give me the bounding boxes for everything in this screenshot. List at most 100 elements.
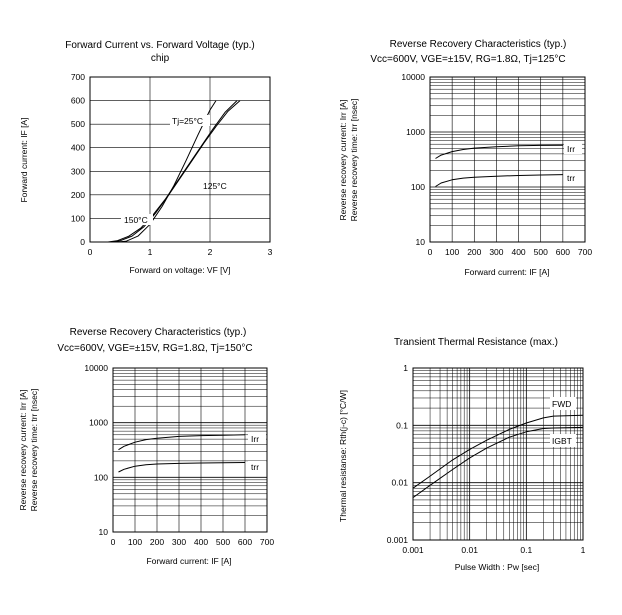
chart-title: Forward Current vs. Forward Voltage (typ… xyxy=(65,40,255,51)
y-axis-label-trr: Reverse recovery time: trr [nsec] xyxy=(29,389,39,512)
y-tick-labels: 10 100 1000 10000 xyxy=(401,72,425,247)
x-tick-label: 0 xyxy=(111,537,116,547)
series-label-25c: Tj=25°C xyxy=(172,116,203,126)
y-tick-label: 300 xyxy=(71,166,85,176)
series-line-irr xyxy=(118,434,246,451)
x-axis-label: Pulse Width : Pw [sec] xyxy=(455,562,540,572)
y-tick-label: 10 xyxy=(99,527,109,537)
series-label-150c: 150°C xyxy=(124,215,148,225)
plot-frame xyxy=(112,367,268,533)
y-tick-label: 1000 xyxy=(406,127,425,137)
y-axis-label: Thermal resistanse: Rth(j-c) [°C/W] xyxy=(338,390,348,522)
series-label-trr: trr xyxy=(567,173,575,183)
y-tick-label: 100 xyxy=(411,182,425,192)
y-tick-label: 0 xyxy=(80,237,85,247)
y-tick-labels: 10 100 1000 10000 xyxy=(84,363,108,537)
grid-lines xyxy=(430,77,585,242)
x-axis-label: Forward current: IF [A] xyxy=(146,556,231,566)
series-line-trr xyxy=(435,174,563,187)
series-lines xyxy=(412,414,584,499)
grid-lines xyxy=(90,77,270,242)
x-tick-labels: 0 1 2 3 xyxy=(88,247,273,257)
x-tick-label: 1 xyxy=(581,545,586,555)
x-tick-label: 100 xyxy=(445,247,459,257)
y-tick-label: 700 xyxy=(71,72,85,82)
series-labels: FWD IGBT xyxy=(550,397,576,447)
label-background xyxy=(550,434,576,447)
y-tick-labels: 0 100 200 300 400 500 600 700 xyxy=(71,72,85,247)
y-tick-label: 0.1 xyxy=(396,420,408,430)
x-tick-label: 600 xyxy=(556,247,570,257)
chart-subtitle: chip xyxy=(151,53,170,64)
label-background xyxy=(564,172,582,183)
x-tick-label: 0 xyxy=(428,247,433,257)
x-tick-label: 500 xyxy=(534,247,548,257)
y-axis-label: Forward current: IF [A] xyxy=(19,117,29,202)
series-line-fwd xyxy=(412,414,584,489)
y-axis-label-irr: Reverse recovery current: Irr [A] xyxy=(18,390,28,511)
x-tick-label: 3 xyxy=(268,247,273,257)
x-tick-label: 400 xyxy=(194,537,208,547)
series-line-igbt xyxy=(412,426,584,499)
x-tick-label: 700 xyxy=(578,247,592,257)
series-labels: Tj=25°C 125°C 150°C xyxy=(121,115,227,225)
plot-frame xyxy=(429,76,586,243)
grid-lines xyxy=(113,368,267,532)
label-background xyxy=(170,115,210,126)
series-lines xyxy=(435,144,563,187)
x-tick-label: 0 xyxy=(88,247,93,257)
x-tick-label: 200 xyxy=(150,537,164,547)
series-label-125c: 125°C xyxy=(203,181,227,191)
plot-frame xyxy=(412,367,584,541)
chart-title: Reverse Recovery Characteristics (typ.) xyxy=(70,327,247,338)
x-tick-labels: 0 100 200 300 400 500 600 700 xyxy=(428,247,593,257)
label-background xyxy=(550,397,576,410)
y-tick-label: 10000 xyxy=(401,72,425,82)
y-tick-label: 0.001 xyxy=(387,535,409,545)
y-tick-label: 600 xyxy=(71,96,85,106)
y-axis-label-trr: Reverse recovery time: trr [nsec] xyxy=(349,99,359,222)
x-tick-label: 400 xyxy=(511,247,525,257)
y-tick-label: 100 xyxy=(71,213,85,223)
y-tick-label: 0.01 xyxy=(391,478,408,488)
x-axis-label: Forward on voltage: VF [V] xyxy=(129,265,230,275)
chart-subtitle: Vcc=600V, VGE=±15V, RG=1.8Ω, Tj=125°C xyxy=(370,54,565,65)
x-tick-label: 500 xyxy=(216,537,230,547)
label-background xyxy=(248,433,266,444)
series-label-fwd: FWD xyxy=(552,399,571,409)
x-tick-label: 0.1 xyxy=(520,545,532,555)
y-tick-label: 1 xyxy=(403,363,408,373)
chart-subtitle: Vcc=600V, VGE=±15V, RG=1.8Ω, Tj=150°C xyxy=(57,343,252,354)
y-tick-labels: 0.001 0.01 0.1 1 xyxy=(387,363,409,545)
x-tick-label: 100 xyxy=(128,537,142,547)
reverse-recovery-125c-chart: Reverse Recovery Characteristics (typ.) … xyxy=(338,39,592,277)
x-tick-label: 1 xyxy=(148,247,153,257)
y-tick-label: 500 xyxy=(71,119,85,129)
forward-characteristics-chart: Forward Current vs. Forward Voltage (typ… xyxy=(19,40,273,275)
y-axis-label-irr: Reverse recovery current: Irr [A] xyxy=(338,100,348,221)
x-tick-label: 200 xyxy=(467,247,481,257)
x-tick-label: 600 xyxy=(238,537,252,547)
series-label-irr: Irr xyxy=(251,434,259,444)
series-label-igbt: IGBT xyxy=(552,436,572,446)
plot-frame xyxy=(89,76,271,243)
reverse-recovery-150c-chart: Reverse Recovery Characteristics (typ.) … xyxy=(18,327,274,566)
chart-title: Reverse Recovery Characteristics (typ.) xyxy=(390,39,567,50)
series-lines xyxy=(118,434,246,473)
y-tick-label: 400 xyxy=(71,143,85,153)
x-tick-label: 300 xyxy=(489,247,503,257)
series-labels: Irr trr xyxy=(248,433,266,472)
x-tick-label: 700 xyxy=(260,537,274,547)
x-tick-label: 2 xyxy=(208,247,213,257)
label-background xyxy=(248,461,266,472)
y-tick-label: 1000 xyxy=(89,418,108,428)
y-tick-label: 100 xyxy=(94,472,108,482)
label-background xyxy=(564,143,582,154)
x-axis-label: Forward current: IF [A] xyxy=(464,267,549,277)
grid-lines xyxy=(413,368,583,540)
x-tick-label: 300 xyxy=(172,537,186,547)
x-tick-label: 0.001 xyxy=(402,545,424,555)
series-labels: Irr trr xyxy=(564,143,582,183)
y-tick-label: 200 xyxy=(71,190,85,200)
